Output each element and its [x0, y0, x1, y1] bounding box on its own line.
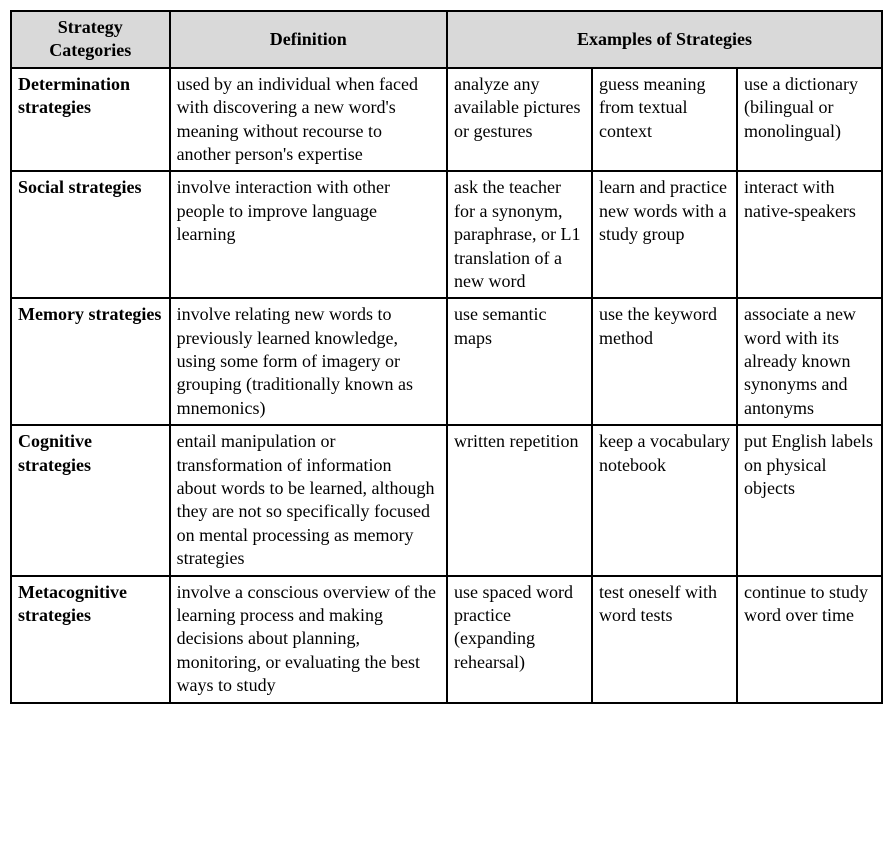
cell-category: Cognitive strategies [11, 425, 170, 575]
table-header: Strategy Categories Definition Examples … [11, 11, 882, 68]
cell-example: guess meaning from textual context [592, 68, 737, 172]
cell-example: test oneself with word tests [592, 576, 737, 703]
table-row: Memory strategies involve relating new w… [11, 298, 882, 425]
cell-example: use spaced word practice (expanding rehe… [447, 576, 592, 703]
header-row: Strategy Categories Definition Examples … [11, 11, 882, 68]
cell-definition: involve relating new words to previously… [170, 298, 447, 425]
table-row: Metacognitive strategies involve a consc… [11, 576, 882, 703]
cell-example: written repetition [447, 425, 592, 575]
table-body: Determination strategies used by an indi… [11, 68, 882, 703]
cell-category: Metacognitive strategies [11, 576, 170, 703]
cell-example: learn and practice new words with a stud… [592, 171, 737, 298]
cell-example: ask the teacher for a synonym, paraphras… [447, 171, 592, 298]
cell-definition: involve interaction with other people to… [170, 171, 447, 298]
cell-example: use a dictionary (bilingual or monolingu… [737, 68, 882, 172]
cell-definition: entail manipulation or transformation of… [170, 425, 447, 575]
header-definition: Definition [170, 11, 447, 68]
cell-category: Determination strategies [11, 68, 170, 172]
cell-category: Social strategies [11, 171, 170, 298]
cell-example: use semantic maps [447, 298, 592, 425]
header-examples: Examples of Strategies [447, 11, 882, 68]
cell-example: interact with native-speakers [737, 171, 882, 298]
cell-definition: used by an individual when faced with di… [170, 68, 447, 172]
cell-example: analyze any available pictures or gestur… [447, 68, 592, 172]
header-category: Strategy Categories [11, 11, 170, 68]
cell-example: use the keyword method [592, 298, 737, 425]
table-row: Cognitive strategies entail manipulation… [11, 425, 882, 575]
cell-example: put English labels on physical objects [737, 425, 882, 575]
cell-example: keep a vocabulary notebook [592, 425, 737, 575]
cell-example: associate a new word with its already kn… [737, 298, 882, 425]
table-row: Social strategies involve interaction wi… [11, 171, 882, 298]
cell-category: Memory strategies [11, 298, 170, 425]
cell-example: continue to study word over time [737, 576, 882, 703]
cell-definition: involve a conscious overview of the lear… [170, 576, 447, 703]
table-row: Determination strategies used by an indi… [11, 68, 882, 172]
strategies-table: Strategy Categories Definition Examples … [10, 10, 883, 704]
